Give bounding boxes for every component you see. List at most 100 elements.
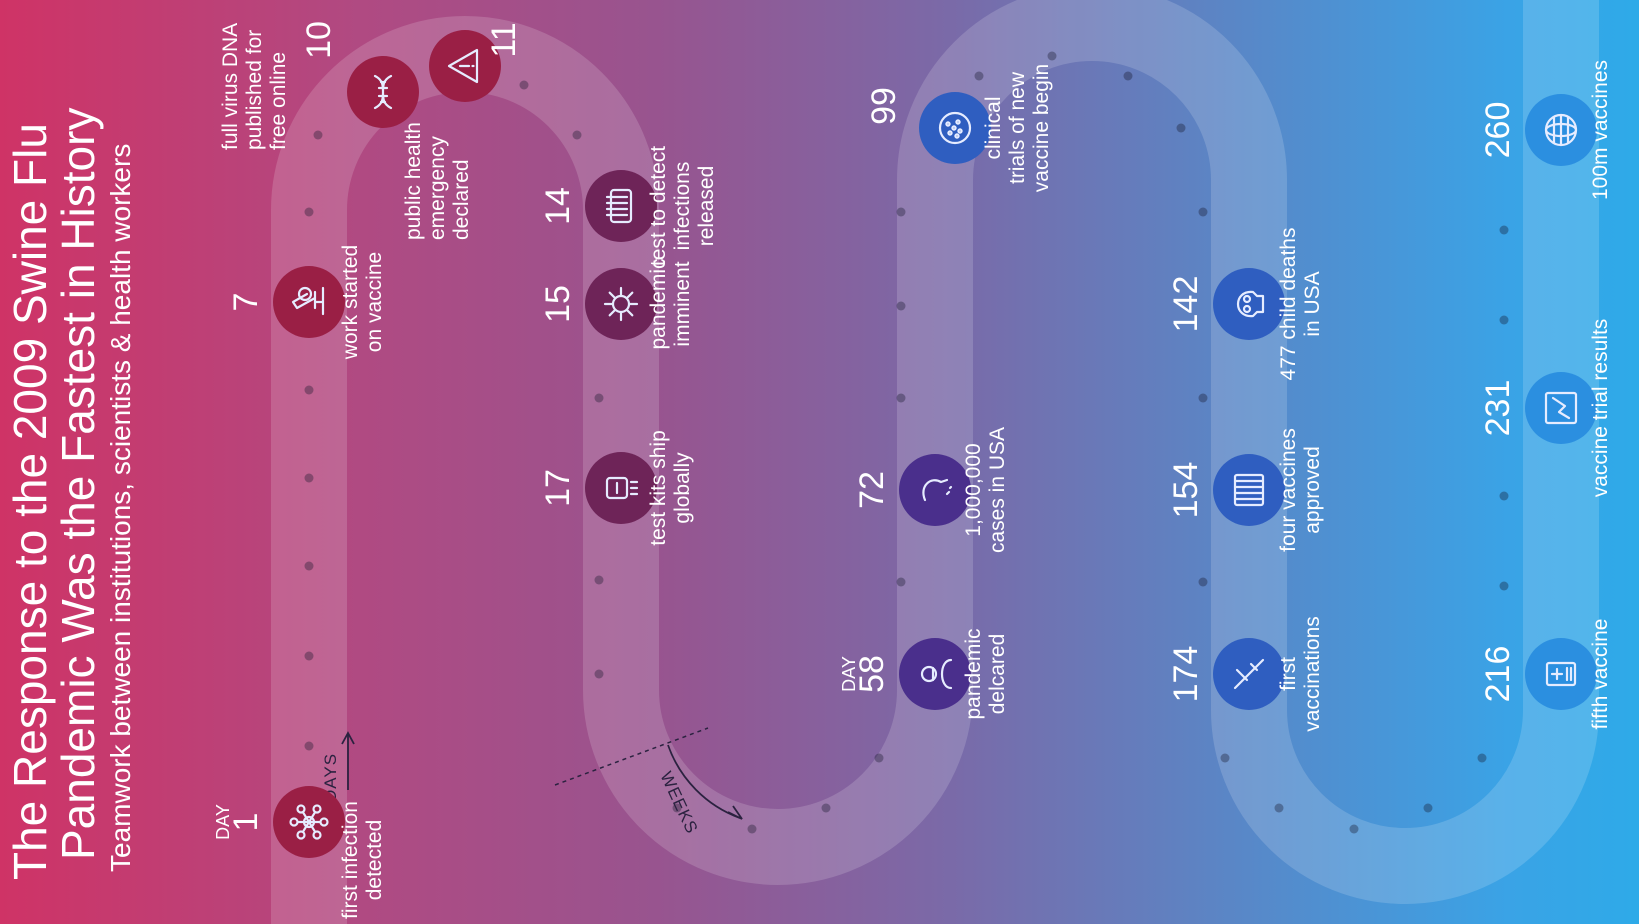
- event-label-line: work started: [339, 245, 362, 360]
- event-label-line: published for: [243, 30, 266, 150]
- event-label-line: infections: [671, 162, 694, 251]
- title-line-1: The Response to the 2009 Swine Flu: [4, 123, 56, 880]
- event-label-line: 1,000,000: [962, 443, 985, 536]
- event-node-circle: [585, 268, 657, 340]
- track-dot: [304, 651, 314, 661]
- event-node: 216 fifth vaccine: [1479, 619, 1612, 730]
- event-label-line: clinical: [982, 96, 1005, 159]
- test-kit-icon: [605, 476, 639, 500]
- track-dot: [1499, 225, 1509, 235]
- event-node-circle: [1213, 454, 1285, 526]
- track-dot: [874, 753, 884, 763]
- event-label-line: free online: [267, 52, 290, 150]
- track-dot: [896, 393, 906, 403]
- track-dot: [304, 561, 314, 571]
- track-dot: [304, 741, 314, 751]
- track-dot: [304, 385, 314, 395]
- event-day-word: DAY: [839, 656, 859, 692]
- event-node-circle: [899, 454, 971, 526]
- event-label-line: vaccinations: [1301, 616, 1324, 732]
- event-label-line: 477 child deaths: [1277, 228, 1300, 381]
- event-day-number: 142: [1167, 276, 1205, 333]
- test-tube-rack-icon: [605, 188, 633, 224]
- event-node: 174 first vaccinations: [1167, 616, 1324, 732]
- title-line-2: Pandemic Was the Fastest in History: [52, 108, 104, 860]
- event-day-number: 1: [227, 813, 265, 832]
- event-day-number: 17: [539, 469, 577, 507]
- network-icon: [289, 804, 329, 840]
- event-day-number: 72: [853, 471, 891, 509]
- track-dot: [1423, 803, 1433, 813]
- event-node: 72 1,000,000 cases in USA: [853, 427, 1009, 553]
- track-dot: [519, 80, 529, 90]
- chart-icon: [1544, 391, 1578, 425]
- event-label-line: test to detect: [647, 146, 670, 266]
- event-label-line: first infection: [339, 801, 362, 919]
- days-axis-label: DAYS: [321, 753, 340, 802]
- skull-icon: [1237, 290, 1265, 318]
- event-label-line: trials of new: [1006, 71, 1029, 184]
- doctor-icon: [920, 658, 953, 690]
- medical-record-icon: [1545, 661, 1577, 687]
- event-label-line: cases in USA: [986, 427, 1009, 553]
- title-block: The Response to the 2009 Swine Flu Pande…: [4, 108, 136, 880]
- track-dot: [313, 130, 323, 140]
- event-label-line: public health: [402, 122, 425, 240]
- track-dot: [1499, 491, 1509, 501]
- event-day-number: 14: [539, 187, 577, 225]
- event-label-line: first: [1277, 657, 1300, 691]
- track-dot: [572, 130, 582, 140]
- event-label-line: released: [695, 166, 718, 247]
- event-node: 11 public health emergency declared: [402, 22, 523, 240]
- globe-icon: [1544, 113, 1578, 147]
- virus-icon: [603, 286, 639, 322]
- event-label-line: vaccine trial results: [1589, 319, 1612, 498]
- event-label-line: four vaccines: [1277, 428, 1300, 552]
- sneeze-icon: [922, 478, 953, 502]
- track-dot: [896, 577, 906, 587]
- track-dot: [1176, 123, 1186, 133]
- event-day-word: DAY: [213, 804, 233, 840]
- track-dot: [304, 473, 314, 483]
- dna-icon: [373, 74, 393, 110]
- vials-icon: [1233, 473, 1265, 507]
- track-dot: [304, 207, 314, 217]
- event-day-number: 10: [300, 21, 338, 59]
- event-label-line: vaccine begin: [1030, 64, 1053, 192]
- event-label-line: delcared: [986, 634, 1009, 715]
- event-day-number: 260: [1479, 102, 1517, 159]
- event-label-line: declared: [450, 159, 473, 240]
- event-node: 14 test to detect infections released: [539, 146, 718, 266]
- event-day-number: 231: [1479, 380, 1517, 437]
- event-label-line: test kits ship: [647, 430, 670, 546]
- event-node-circle: [1213, 268, 1285, 340]
- track-dot: [672, 803, 682, 813]
- event-label-line: fifth vaccine: [1589, 619, 1612, 730]
- syringe-icon: [1233, 658, 1265, 690]
- event-day-number: 216: [1479, 646, 1517, 703]
- warning-icon: [447, 48, 479, 84]
- microscope-icon: [291, 286, 325, 316]
- event-label-line: globally: [671, 452, 694, 524]
- track-dot: [594, 393, 604, 403]
- track-dot: [1274, 803, 1284, 813]
- track-dot: [747, 824, 757, 834]
- event-label-line: emergency: [426, 136, 449, 240]
- event-node: 10 full virus DNA published for free online: [219, 21, 419, 150]
- event-node: 15 pandemic imminent: [539, 258, 694, 349]
- event-node-circle: [1525, 372, 1597, 444]
- event-label-line: full virus DNA: [219, 23, 242, 150]
- event-day-number: 58: [853, 655, 891, 693]
- serpentine-track: [271, 0, 1599, 924]
- event-node: 154 four vaccines approved: [1167, 428, 1324, 552]
- track-dot: [1477, 753, 1487, 763]
- event-label-line: approved: [1301, 446, 1324, 534]
- event-day-number: 99: [865, 87, 903, 125]
- event-node-circle: [585, 452, 657, 524]
- track-dot: [1123, 71, 1133, 81]
- event-node: 231 vaccine trial results: [1479, 319, 1612, 498]
